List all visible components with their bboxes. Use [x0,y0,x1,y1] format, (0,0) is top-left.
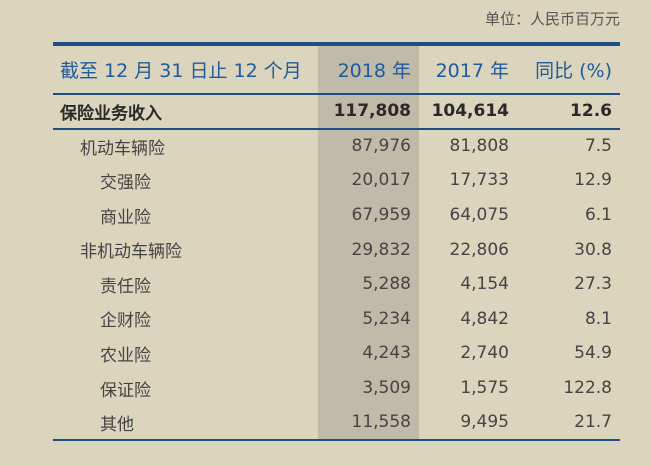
value-2017: 104,614 [419,94,517,130]
table-row: 企财险 5,234 4,842 8.1 [53,301,620,337]
table-row: 交强险 20,017 17,733 12.9 [53,163,620,198]
table-row: 机动车辆险 87,976 81,808 7.5 [53,128,620,164]
value-yoy: 6.1 [584,205,612,226]
row-label: 交强险 [100,172,151,193]
insurance-revenue-table-container: 截至 12 月 31 日止 12 个月 2018 年 2017 年 同比 (%)… [53,42,620,441]
row-label: 非机动车辆险 [80,242,182,263]
row-label: 其他 [53,405,318,441]
unit-note: 单位：人民币百万元 [484,10,620,28]
value-2017: 9,495 [419,405,517,441]
value-yoy: 21.7 [517,405,620,441]
value-2017: 64,075 [449,205,509,226]
row-label: 商业险 [100,207,151,228]
header-2018: 2018 年 [318,42,419,95]
value-2018: 117,808 [318,94,419,130]
value-yoy: 27.3 [574,274,612,295]
value-2018: 20,017 [318,163,419,198]
row-label: 保险业务收入 [53,94,318,130]
value-2017: 2,740 [460,343,509,364]
value-yoy: 7.5 [584,136,612,157]
value-yoy: 12.9 [574,170,612,191]
table-row: 非机动车辆险 29,832 22,806 30.8 [53,232,620,267]
row-label: 企财险 [100,311,151,332]
row-label: 机动车辆险 [80,138,165,159]
table-row: 责任险 5,288 4,154 27.3 [53,266,620,302]
table-row-total: 保险业务收入 117,808 104,614 12.6 [53,94,620,130]
row-label: 农业险 [100,345,151,366]
value-2018: 87,976 [318,128,419,164]
value-2018: 3,509 [318,370,419,406]
value-2017: 4,842 [460,308,509,329]
value-2017: 17,733 [449,170,509,191]
value-yoy: 8.1 [584,308,612,329]
value-2017: 1,575 [460,378,509,399]
value-2018: 4,243 [318,336,419,371]
value-2018: 5,234 [318,301,419,337]
value-2018: 29,832 [318,232,419,267]
value-yoy: 122.8 [563,378,612,399]
value-2017: 81,808 [449,136,509,157]
table-row: 商业险 67,959 64,075 6.1 [53,197,620,233]
value-2018: 67,959 [318,197,419,233]
header-yoy: 同比 (%) [517,42,620,95]
table-row: 保证险 3,509 1,575 122.8 [53,370,620,406]
table-row: 其他 11,558 9,495 21.7 [53,405,620,441]
row-label: 责任险 [100,276,151,297]
row-label: 保证险 [100,380,151,401]
value-2018: 11,558 [318,405,419,441]
header-2017: 2017 年 [419,42,517,95]
table-row: 农业险 4,243 2,740 54.9 [53,336,620,371]
table-header-row: 截至 12 月 31 日止 12 个月 2018 年 2017 年 同比 (%) [53,42,620,95]
header-period-label: 截至 12 月 31 日止 12 个月 [53,42,318,95]
value-2017: 22,806 [449,239,509,260]
value-yoy: 30.8 [574,239,612,260]
insurance-revenue-table: 截至 12 月 31 日止 12 个月 2018 年 2017 年 同比 (%)… [53,42,620,441]
value-yoy: 12.6 [517,94,620,130]
value-2018: 5,288 [318,266,419,302]
value-2017: 4,154 [460,274,509,295]
value-yoy: 54.9 [574,343,612,364]
